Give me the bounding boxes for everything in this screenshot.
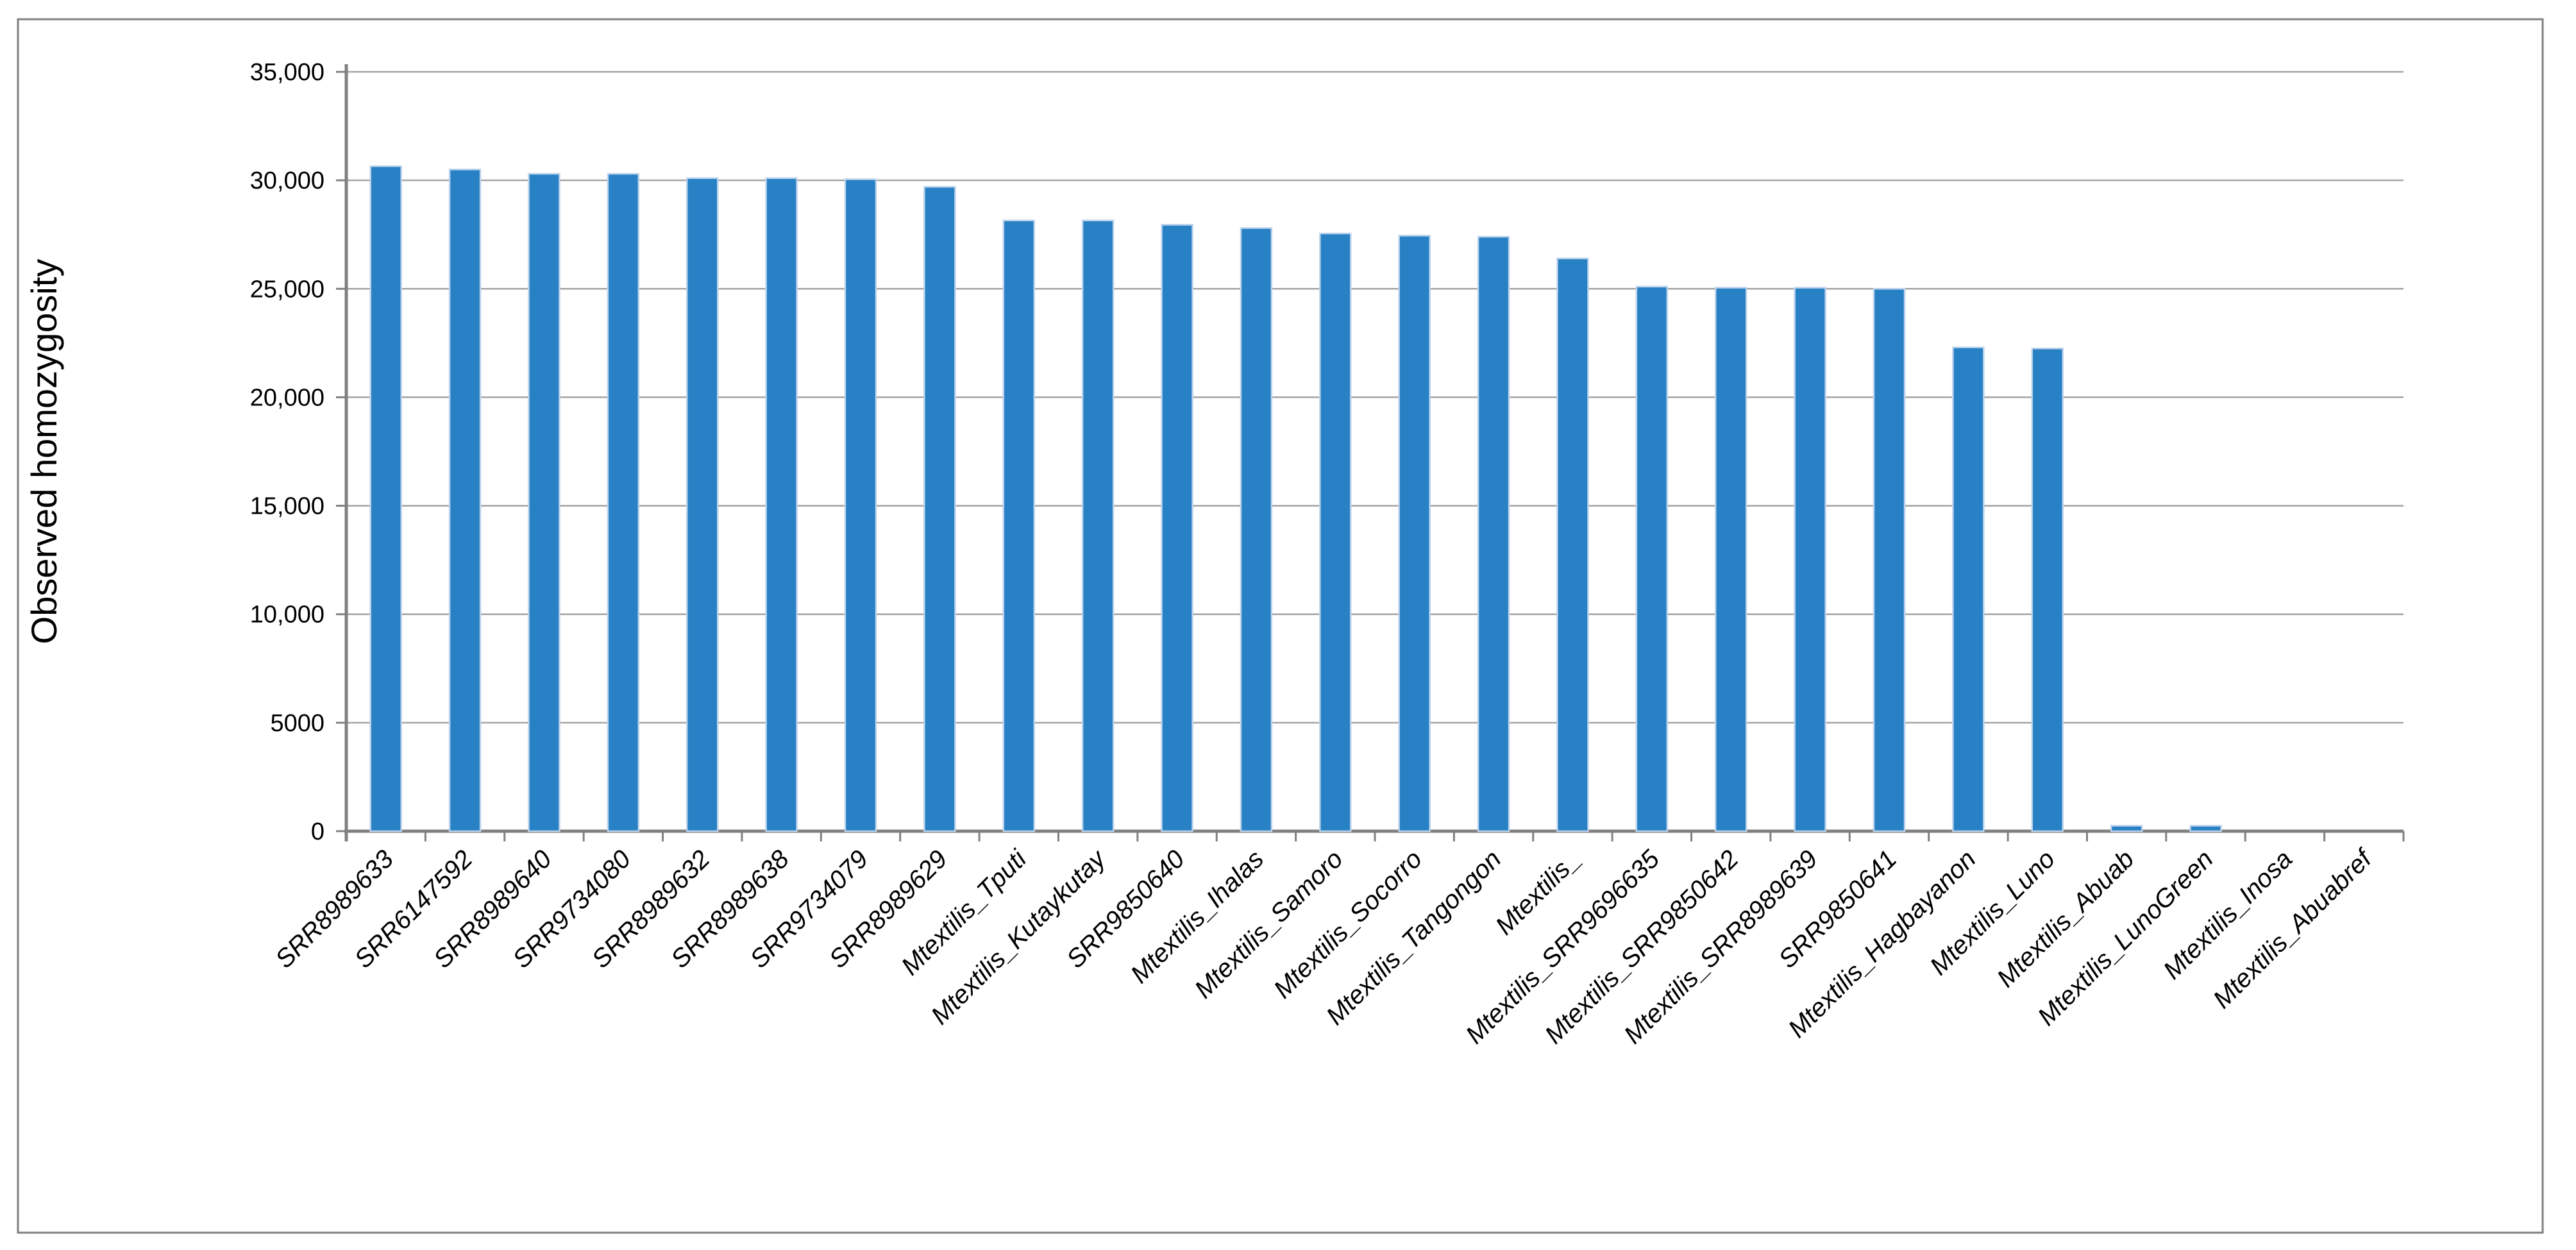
bar (765, 177, 798, 832)
bar (1319, 232, 1352, 832)
bar (1635, 285, 1669, 832)
bar (369, 165, 402, 832)
bar (2189, 825, 2222, 832)
y-axis-tick-label: 0 (311, 818, 324, 845)
bar (1002, 219, 1036, 832)
bar (844, 178, 877, 832)
y-axis-title: Observed homozygosity (24, 259, 64, 645)
bar (1714, 287, 1747, 832)
y-axis-tick-label: 15,000 (250, 493, 324, 520)
bar (1952, 346, 1985, 832)
bar (686, 177, 719, 832)
y-axis-tick-label: 35,000 (250, 59, 324, 86)
bar (1873, 288, 1906, 832)
y-axis-tick-label: 10,000 (250, 602, 324, 629)
bar (607, 173, 640, 832)
bar (1477, 235, 1510, 832)
bar (1240, 227, 1273, 832)
chart-border (17, 18, 2544, 1234)
bar (1398, 235, 1431, 832)
y-axis-tick-label: 5000 (270, 710, 324, 737)
bar (448, 168, 482, 832)
y-axis-tick-label: 30,000 (250, 167, 324, 194)
bar (1794, 287, 1826, 832)
bar (1161, 224, 1193, 832)
y-axis-tick-label: 20,000 (250, 384, 324, 411)
bar (2031, 348, 2064, 832)
bar (528, 173, 560, 832)
y-axis-tick-label: 25,000 (250, 276, 324, 303)
bar (1081, 219, 1115, 832)
bar (923, 186, 956, 832)
bar (1556, 257, 1589, 832)
bar (2110, 825, 2143, 832)
